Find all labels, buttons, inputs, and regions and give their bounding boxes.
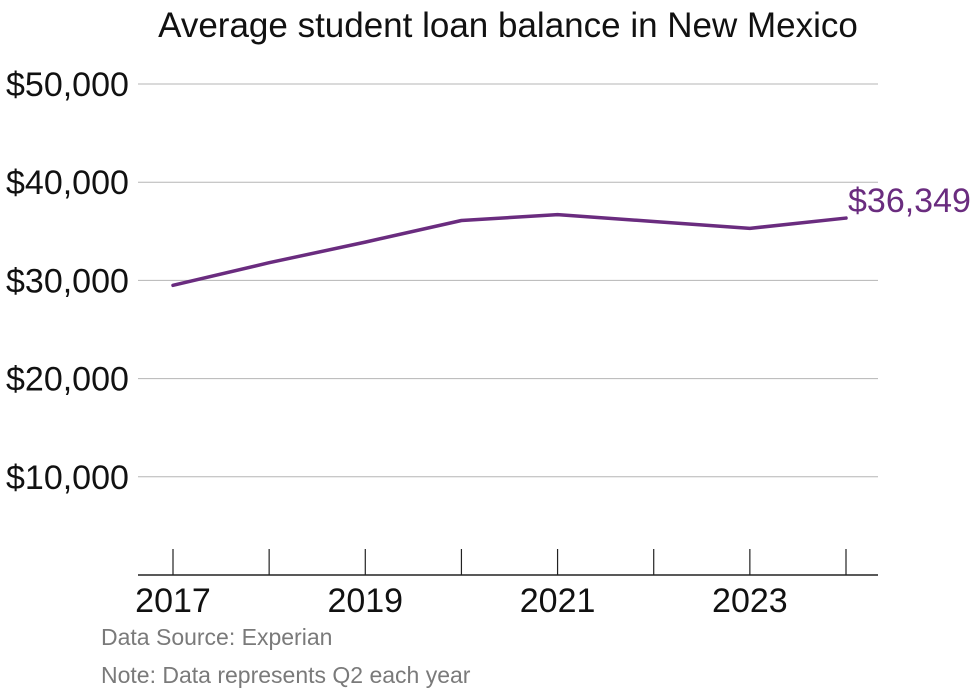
y-tick-label: $40,000 (6, 164, 129, 202)
x-axis: 2017 2019 2021 2023 (135, 549, 847, 620)
y-tick-label: $30,000 (6, 262, 129, 300)
line-chart: Average student loan balance in New Mexi… (6, 6, 971, 620)
x-tick-label: 2019 (327, 582, 403, 620)
chart-title: Average student loan balance in New Mexi… (158, 6, 858, 45)
x-tick-label: 2023 (712, 582, 788, 620)
data-footnote: Note: Data represents Q2 each year (101, 662, 471, 688)
y-tick-label: $50,000 (6, 66, 129, 104)
y-tick-label: $20,000 (6, 361, 129, 399)
x-tick-label: 2017 (135, 582, 211, 620)
gridlines (138, 83, 878, 478)
data-source-note: Data Source: Experian (101, 624, 333, 650)
end-value-label: $36,349 (848, 182, 971, 220)
y-axis-tick-labels: $10,000 $20,000 $30,000 $40,000 $50,000 (6, 66, 129, 497)
x-tick-label: 2021 (520, 582, 596, 620)
series-group (171, 212, 848, 288)
series-line (171, 212, 848, 288)
y-tick-label: $10,000 (6, 459, 129, 497)
